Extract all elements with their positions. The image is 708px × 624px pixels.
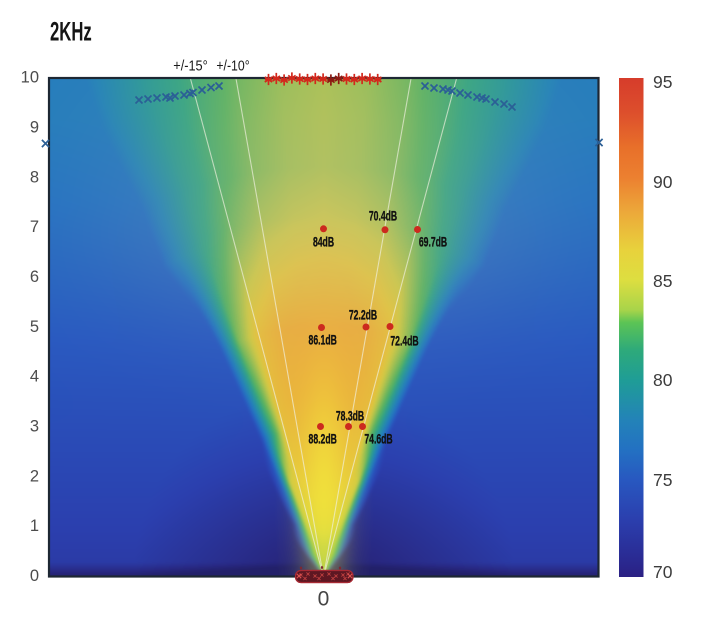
svg-text:0: 0 (30, 567, 39, 585)
svg-text:69.7dB: 69.7dB (419, 236, 447, 250)
svg-text:80: 80 (653, 370, 673, 390)
svg-text:72.4dB: 72.4dB (390, 335, 418, 349)
svg-text:70.4dB: 70.4dB (369, 210, 397, 224)
svg-text:7: 7 (30, 218, 39, 236)
svg-text:95: 95 (653, 72, 672, 92)
svg-text:90: 90 (653, 172, 673, 192)
svg-text:2: 2 (30, 467, 39, 485)
svg-text:9: 9 (30, 119, 39, 137)
svg-text:85: 85 (653, 271, 672, 291)
svg-text:8: 8 (30, 168, 39, 186)
svg-text:6: 6 (30, 268, 39, 286)
svg-text:1: 1 (30, 517, 39, 535)
svg-text:0: 0 (318, 588, 330, 611)
svg-text:84dB: 84dB (313, 236, 334, 250)
svg-text:10: 10 (21, 69, 39, 87)
svg-text:72.2dB: 72.2dB (349, 309, 377, 323)
svg-text:75: 75 (653, 470, 672, 490)
svg-text:+/-15°: +/-15° (173, 56, 207, 73)
svg-text:+/-10°: +/-10° (216, 57, 249, 73)
svg-text:4: 4 (30, 368, 39, 386)
svg-text:78.3dB: 78.3dB (336, 410, 364, 424)
svg-text:3: 3 (30, 418, 39, 436)
svg-text:86.1dB: 86.1dB (309, 334, 337, 348)
svg-text:70: 70 (653, 562, 673, 582)
svg-text:2KHz: 2KHz (50, 17, 92, 47)
svg-text:5: 5 (30, 318, 39, 336)
svg-text:74.6dB: 74.6dB (364, 433, 392, 447)
svg-text:88.2dB: 88.2dB (309, 433, 337, 447)
